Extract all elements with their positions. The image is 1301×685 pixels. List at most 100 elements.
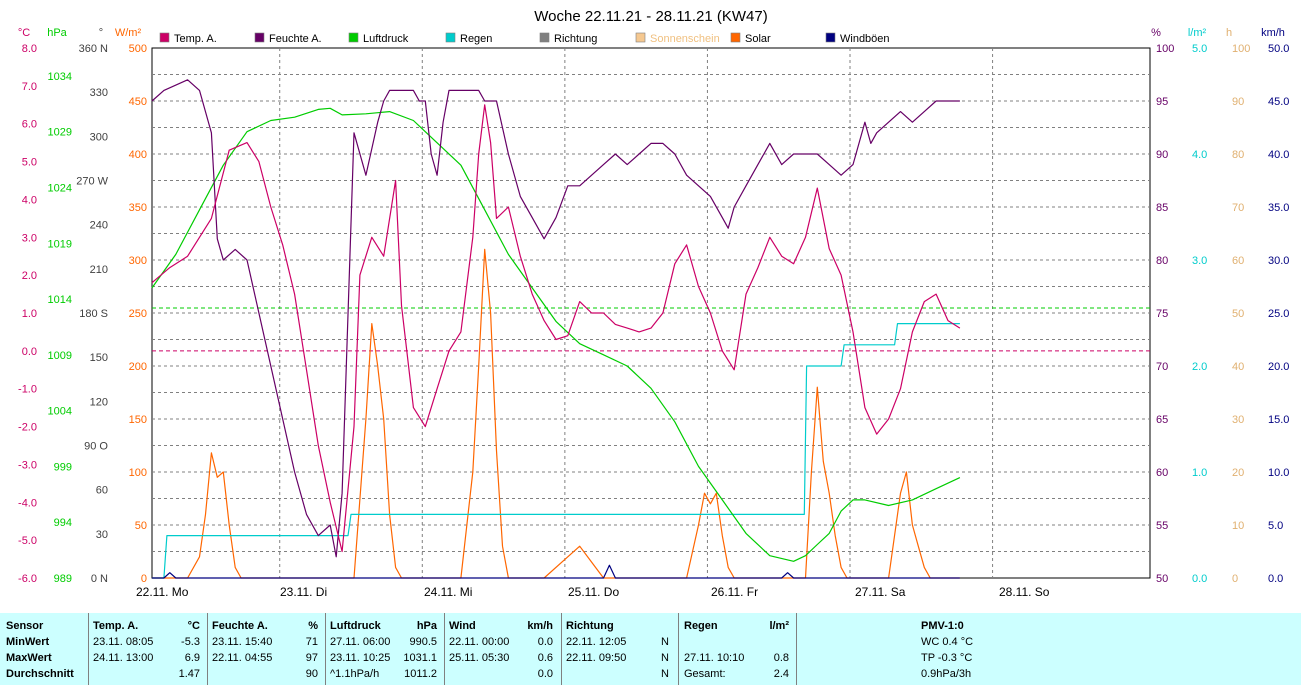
pmv-tp: TP -0.3 °C	[921, 652, 973, 664]
x-day-label: 27.11. Sa	[855, 585, 906, 599]
solar-axis-tick: 100	[129, 467, 147, 479]
header-luftdruck: Luftdruck	[330, 620, 381, 632]
sun-axis-tick: 70	[1232, 202, 1244, 214]
legend-label: Sonnenschein	[650, 33, 720, 45]
x-axis-labels: 22.11. Mo 23.11. Di 24.11. Mi 25.11. Do 26.1…	[136, 585, 1050, 599]
header-temp-unit: °C	[187, 620, 200, 632]
deg-axis-tick: 210	[90, 264, 108, 276]
x-day-label: 23.11. Di	[280, 585, 327, 599]
hum-axis-tick: 60	[1156, 467, 1168, 479]
richtung-max-value: N	[661, 652, 669, 664]
solar-axis-tick: 250	[129, 308, 147, 320]
rain-axis-tick: 4.0	[1192, 149, 1207, 161]
luft-avg-value: 1011.2	[404, 668, 437, 680]
col-separator	[678, 613, 679, 685]
hpa-axis-tick: 1009	[48, 350, 72, 362]
header-sensor: Sensor	[6, 620, 44, 632]
temp-axis-tick: 8.0	[22, 43, 37, 55]
hum-axis-tick: 65	[1156, 414, 1168, 426]
sun-axis-tick: 90	[1232, 96, 1244, 108]
solar-axis-tick: 150	[129, 414, 147, 426]
deg-axis-tick: 0 N	[91, 573, 108, 585]
richtung-min-value: N	[661, 636, 669, 648]
temp-min-time: 23.11. 08:05	[93, 636, 154, 648]
wind-max-time: 25.11. 05:30	[449, 652, 510, 664]
header-richtung: Richtung	[566, 620, 614, 632]
hum-axis-unit: %	[1151, 27, 1161, 39]
solar-axis-tick: 50	[135, 520, 147, 532]
rain-axis-tick: 1.0	[1192, 467, 1207, 479]
pmv-wc: WC 0.4 °C	[921, 636, 974, 648]
reference-lines	[152, 307, 1150, 352]
sun-axis-tick: 40	[1232, 361, 1244, 373]
hpa-axis-tick: 1029	[48, 127, 72, 139]
wind-axis-tick: 20.0	[1268, 361, 1289, 373]
wind-axis-tick: 50.0	[1268, 43, 1289, 55]
wind-axis-tick: 0.0	[1268, 573, 1283, 585]
legend-swatch	[730, 32, 741, 43]
series-group	[151, 79, 961, 579]
header-regen-unit: l/m²	[769, 620, 789, 632]
temp-max-value: 6.9	[184, 652, 200, 664]
deg-axis-tick: 300	[90, 131, 108, 143]
temp-axis-tick: 2.0	[22, 270, 37, 282]
legend-label: Luftdruck	[363, 33, 409, 45]
deg-axis-tick: 30	[96, 529, 108, 541]
solar-axis-tick: 450	[129, 96, 147, 108]
solar-axis-unit: W/m²	[115, 27, 142, 39]
deg-axis-tick: 270 W	[76, 176, 108, 188]
temp-axis-tick: -3.0	[18, 459, 37, 471]
wind-axis-tick: 5.0	[1268, 520, 1283, 532]
hpa-axis-tick: 999	[54, 461, 72, 473]
luft-max-time: 23.11. 10:25	[330, 652, 391, 664]
feuchte-max-value: 97	[305, 652, 318, 664]
solar-axis-tick: 350	[129, 202, 147, 214]
wind-min-value: 0.0	[537, 636, 553, 648]
temp-axis-tick: 7.0	[22, 81, 37, 93]
deg-axis-tick: 120	[90, 396, 108, 408]
solar-axis-tick: 200	[129, 361, 147, 373]
richtung-min-time: 22.11. 12:05	[566, 636, 627, 648]
hum-axis-tick: 75	[1156, 308, 1168, 320]
temp-axis-tick: -1.0	[18, 384, 37, 396]
hum-axis-tick: 100	[1156, 43, 1174, 55]
rain-axis-tick: 5.0	[1192, 43, 1207, 55]
deg-axis-tick: 330	[90, 87, 108, 99]
hum-axis-tick: 85	[1156, 202, 1168, 214]
grid	[152, 48, 1150, 578]
solar-axis-tick: 0	[141, 573, 147, 585]
col-separator	[207, 613, 208, 685]
wind-axis-tick: 30.0	[1268, 255, 1289, 267]
x-day-label: 22.11. Mo	[136, 585, 189, 599]
header-regen: Regen	[684, 620, 718, 632]
col-separator	[561, 613, 562, 685]
temp-axis-tick: -4.0	[18, 497, 37, 509]
sun-axis-tick: 50	[1232, 308, 1244, 320]
legend-swatch	[254, 32, 265, 43]
rain-axis-tick: 2.0	[1192, 361, 1207, 373]
header-feuchte-unit: %	[308, 620, 318, 632]
col-separator	[325, 613, 326, 685]
header-luftdruck-unit: hPa	[416, 620, 437, 632]
solar-axis-tick: 400	[129, 149, 147, 161]
temp-axis-tick: 5.0	[22, 157, 37, 169]
row-label-avg: Durchschnitt	[6, 668, 74, 680]
row-label-min: MinWert	[6, 636, 50, 648]
header-feuchte: Feuchte A.	[212, 620, 268, 632]
x-day-label: 26.11. Fr	[711, 585, 758, 599]
header-temp: Temp. A.	[93, 620, 139, 632]
series-line-windb-en	[152, 564, 960, 579]
series-line-feuchte-a	[151, 79, 960, 558]
hum-axis-tick: 55	[1156, 520, 1168, 532]
richtung-avg-value: N	[661, 668, 669, 680]
legend-label: Richtung	[554, 33, 597, 45]
chart-title: Woche 22.11.21 - 28.11.21 (KW47)	[534, 8, 767, 25]
temp-axis-tick: 1.0	[22, 308, 37, 320]
header-pmv: PMV-1:0	[921, 620, 964, 632]
legend-label: Windböen	[840, 33, 890, 45]
deg-axis-tick: 60	[96, 485, 108, 497]
luft-min-time: 27.11. 06:00	[330, 636, 391, 648]
luft-max-value: 1031.1	[403, 652, 437, 664]
temp-axis-tick: 0.0	[22, 346, 37, 358]
col-separator	[444, 613, 445, 685]
